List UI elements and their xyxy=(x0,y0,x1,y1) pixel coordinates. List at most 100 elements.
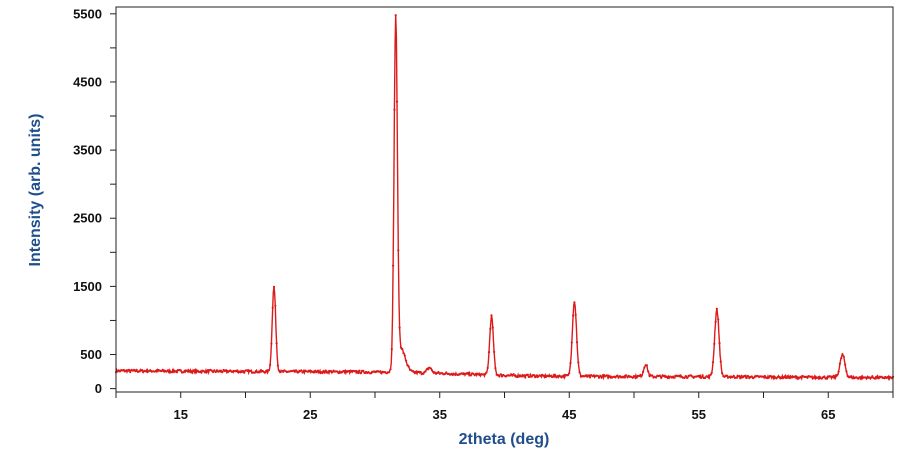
y-tick-label: 2500 xyxy=(73,211,102,226)
data-point xyxy=(472,372,475,375)
data-point xyxy=(810,375,813,378)
data-point xyxy=(219,369,222,372)
data-point xyxy=(379,370,382,373)
data-point xyxy=(362,369,365,372)
data-point xyxy=(673,376,676,379)
data-point xyxy=(443,372,446,376)
data-point xyxy=(605,374,608,377)
data-point xyxy=(241,369,244,373)
data-point xyxy=(715,307,719,310)
data-point xyxy=(529,373,532,376)
data-point xyxy=(837,370,840,373)
data-point xyxy=(573,301,576,304)
data-point xyxy=(763,374,766,378)
data-point xyxy=(684,375,687,378)
data-point xyxy=(499,373,502,376)
data-point xyxy=(570,341,573,344)
data-point xyxy=(533,374,536,377)
data-point xyxy=(300,369,303,372)
plot-frame xyxy=(115,6,894,393)
data-point xyxy=(517,375,520,378)
data-point xyxy=(735,376,738,379)
data-point xyxy=(771,375,774,378)
data-point xyxy=(214,370,217,374)
data-point xyxy=(265,369,268,372)
data-point xyxy=(484,373,487,376)
x-tick-label: 45 xyxy=(562,407,576,422)
data-point xyxy=(133,368,136,371)
data-point xyxy=(871,375,874,378)
data-point xyxy=(393,108,396,111)
data-point xyxy=(469,374,472,377)
data-point xyxy=(401,347,404,350)
data-point xyxy=(632,375,636,378)
data-point xyxy=(842,355,845,358)
data-point xyxy=(498,375,501,378)
data-point xyxy=(358,369,361,372)
data-point xyxy=(658,374,662,377)
data-point xyxy=(568,372,571,375)
data-point xyxy=(886,376,889,379)
x-tick-label: 15 xyxy=(174,407,188,422)
data-point xyxy=(301,371,304,374)
data-point xyxy=(175,371,178,374)
data-point xyxy=(544,375,548,379)
data-point xyxy=(276,364,279,367)
data-point xyxy=(511,374,514,377)
data-point xyxy=(522,374,526,377)
y-tick-label: 5500 xyxy=(73,6,102,21)
data-point xyxy=(275,342,278,345)
data-point xyxy=(129,370,132,374)
series-line xyxy=(115,15,894,382)
data-point xyxy=(587,374,590,377)
data-point xyxy=(403,354,406,357)
data-point xyxy=(279,371,282,374)
data-point xyxy=(146,368,149,371)
data-point xyxy=(512,373,515,376)
data-point xyxy=(437,371,440,374)
data-point xyxy=(272,285,276,288)
data-point xyxy=(569,361,572,365)
data-point xyxy=(389,368,392,371)
y-axis-title: Intensity (arb. units) xyxy=(27,114,44,267)
data-point xyxy=(631,376,634,379)
data-point xyxy=(710,371,713,374)
x-tick-label: 65 xyxy=(821,407,835,422)
data-point xyxy=(745,376,748,379)
y-tick-label: 3500 xyxy=(73,143,102,158)
data-point xyxy=(524,376,527,379)
x-tick-label: 25 xyxy=(303,407,317,422)
data-point xyxy=(714,320,717,323)
data-point xyxy=(600,376,603,379)
data-point xyxy=(551,375,554,379)
data-point xyxy=(717,318,720,321)
data-point xyxy=(700,376,703,379)
data-point xyxy=(331,371,334,374)
data-point xyxy=(721,372,724,375)
data-point xyxy=(267,369,270,372)
data-point xyxy=(278,369,281,372)
data-point xyxy=(266,371,269,374)
data-point xyxy=(588,376,592,379)
y-tick-label: 1500 xyxy=(73,279,102,294)
data-point xyxy=(322,370,325,373)
data-point xyxy=(336,370,339,373)
data-point xyxy=(640,374,643,377)
data-point xyxy=(270,342,273,345)
data-point xyxy=(494,367,497,370)
data-point xyxy=(182,371,185,374)
data-point xyxy=(166,369,169,372)
data-point xyxy=(794,375,798,378)
y-tick-label: 4500 xyxy=(73,74,102,89)
data-point xyxy=(596,374,599,377)
data-point xyxy=(394,14,397,17)
data-point xyxy=(844,363,847,366)
data-point xyxy=(215,369,219,372)
data-point xyxy=(253,371,256,374)
data-point xyxy=(274,304,277,307)
data-point xyxy=(788,376,791,379)
data-point xyxy=(686,376,689,379)
data-point xyxy=(577,361,580,364)
data-point xyxy=(739,376,742,380)
data-point xyxy=(704,376,707,379)
